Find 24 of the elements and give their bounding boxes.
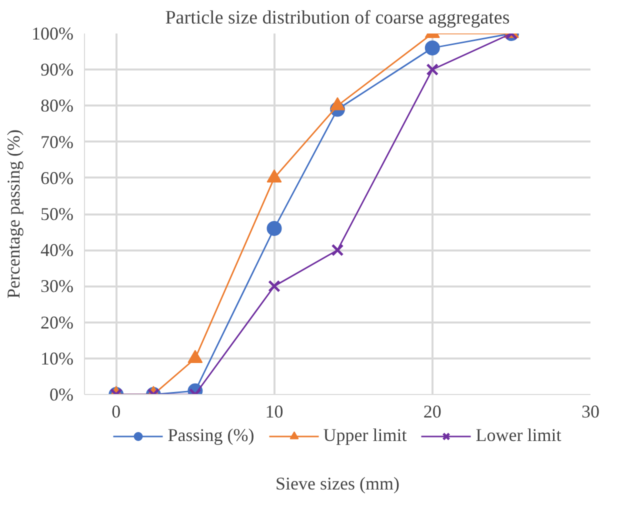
y-tick-label: 100% <box>32 24 74 44</box>
y-axis-title: Percentage passing (%) <box>4 130 24 298</box>
x-tick-label: 0 <box>112 402 121 422</box>
y-tick-label: 20% <box>40 312 74 332</box>
y-tick-label: 50% <box>40 204 74 224</box>
point <box>331 244 344 256</box>
y-tick-label: 10% <box>40 348 74 368</box>
x-axis-title: Sieve sizes (mm) <box>276 474 400 494</box>
y-tick-label: 80% <box>40 96 74 116</box>
point <box>266 220 282 236</box>
y-tick-label: 70% <box>40 132 74 152</box>
chart-title: Particle size distribution of coarse aggregates <box>165 8 510 28</box>
y-tick-label: 60% <box>40 168 74 188</box>
x-tick-label: 20 <box>423 402 442 422</box>
legend-label: Upper limit <box>323 425 407 446</box>
point <box>188 350 203 363</box>
y-tick-label: 0% <box>50 384 74 404</box>
y-tick-label: 30% <box>40 276 74 296</box>
x-tick-label: 30 <box>582 402 600 422</box>
x-tick-label: 10 <box>265 402 284 422</box>
y-tick-label: 90% <box>40 60 74 80</box>
y-tick-label: 40% <box>40 240 74 260</box>
legend-label: Lower limit <box>476 425 562 446</box>
legend-label: Passing (%) <box>168 425 254 446</box>
